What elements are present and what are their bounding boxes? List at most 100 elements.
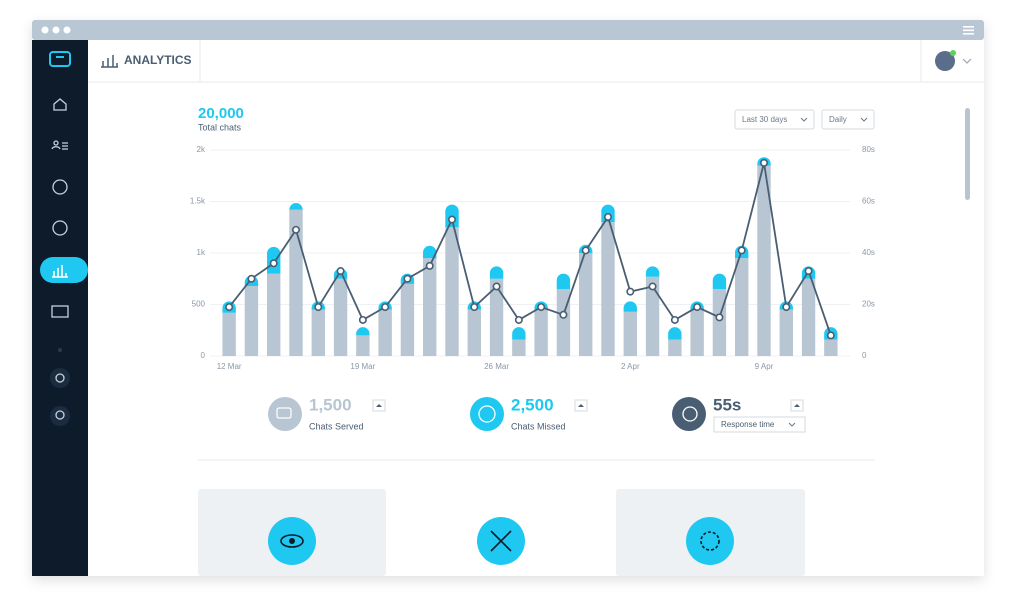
y2-tick-label: 60s xyxy=(862,197,875,206)
time-glyph xyxy=(682,406,698,422)
status-dot xyxy=(950,50,956,56)
analytics-icon xyxy=(52,265,68,278)
y-tick-label: 1k xyxy=(197,248,206,257)
line-point xyxy=(559,310,568,319)
line-point xyxy=(336,267,345,276)
line-point xyxy=(603,212,612,221)
line-point xyxy=(425,261,434,270)
sidebar xyxy=(32,40,88,576)
arrow xyxy=(794,404,800,407)
y-tick-label: 0 xyxy=(201,351,206,360)
line-point xyxy=(670,315,679,324)
arrow xyxy=(376,404,382,407)
stat-value: 2,500 xyxy=(511,395,554,414)
metric-select-text: Response time xyxy=(721,420,775,429)
line-point xyxy=(648,282,657,291)
window-dot[interactable] xyxy=(63,26,71,34)
line-point xyxy=(826,331,835,340)
bar xyxy=(467,309,481,356)
line-point xyxy=(225,303,234,312)
user-caret[interactable] xyxy=(962,58,972,64)
contacts-icon[interactable] xyxy=(51,140,68,150)
bar xyxy=(735,258,749,356)
line-point xyxy=(314,303,323,312)
bar xyxy=(645,276,660,356)
bar xyxy=(801,278,816,356)
line xyxy=(228,162,832,336)
bar xyxy=(311,309,325,356)
card-icon xyxy=(686,517,734,565)
bar xyxy=(579,253,593,356)
avatar[interactable] xyxy=(935,51,955,71)
line-point xyxy=(537,303,546,312)
separator-dot xyxy=(58,348,62,352)
line-point xyxy=(759,158,768,167)
settings-icon xyxy=(55,373,65,383)
y2-tick-label: 40s xyxy=(862,248,875,257)
bar xyxy=(668,327,682,340)
monitor-icon[interactable] xyxy=(51,305,69,318)
bar xyxy=(623,301,637,312)
bar xyxy=(333,278,348,356)
window-dot[interactable] xyxy=(41,26,49,34)
x-tick-label: 12 Mar xyxy=(217,362,242,371)
settings-button[interactable] xyxy=(50,368,70,388)
x-tick-label: 19 Mar xyxy=(350,362,375,371)
caret xyxy=(788,422,796,427)
metric-select[interactable] xyxy=(713,416,806,433)
line-point xyxy=(247,274,256,283)
bar xyxy=(512,327,526,340)
line-point xyxy=(470,303,479,312)
y-tick-label: 1.5k xyxy=(190,197,206,206)
header-icon xyxy=(101,55,118,68)
eye-pupil xyxy=(289,538,295,544)
range-select-text: Last 30 days xyxy=(742,115,787,124)
line-point xyxy=(782,303,791,312)
logo[interactable] xyxy=(49,51,71,67)
y-tick-label: 500 xyxy=(192,300,206,309)
support-button[interactable] xyxy=(50,406,70,426)
bar xyxy=(489,266,504,279)
line-point xyxy=(737,246,746,255)
window-dot[interactable] xyxy=(52,26,60,34)
home-icon[interactable] xyxy=(53,98,67,111)
bar xyxy=(712,273,727,290)
active-nav[interactable] xyxy=(40,257,88,283)
served-glyph xyxy=(276,407,292,419)
line-point xyxy=(291,225,300,234)
interval-select-text: Daily xyxy=(829,115,847,124)
history-icon[interactable] xyxy=(52,220,68,236)
bar xyxy=(289,209,303,356)
total-label: Total chats xyxy=(198,122,242,132)
menu-icon[interactable] xyxy=(963,26,974,35)
eye-glyph xyxy=(280,534,304,548)
line-point xyxy=(693,303,702,312)
line-point xyxy=(626,287,635,296)
x-tick-label: 9 Apr xyxy=(755,362,774,371)
time-icon xyxy=(672,397,706,431)
range-select[interactable] xyxy=(734,109,815,130)
line-point xyxy=(514,315,523,324)
x-tick-label: 2 Apr xyxy=(621,362,640,371)
bar xyxy=(512,339,526,356)
bar xyxy=(423,258,437,356)
stat-value: 1,500 xyxy=(309,395,352,414)
line-point xyxy=(447,215,456,224)
y2-tick-label: 20s xyxy=(862,300,875,309)
bar xyxy=(356,335,370,356)
bar xyxy=(244,285,259,356)
served-icon xyxy=(268,397,302,431)
bar xyxy=(222,312,236,356)
interval-select[interactable] xyxy=(821,109,875,130)
title-bar xyxy=(32,20,984,40)
scrollbar[interactable] xyxy=(965,108,970,200)
chat-icon[interactable] xyxy=(52,179,68,195)
line-point xyxy=(381,303,390,312)
bar xyxy=(712,289,727,356)
x-tick-label: 26 Mar xyxy=(484,362,509,371)
bar xyxy=(378,309,392,356)
bar xyxy=(668,339,682,356)
bar xyxy=(423,245,437,259)
line-point xyxy=(358,315,367,324)
arrow xyxy=(578,404,584,407)
